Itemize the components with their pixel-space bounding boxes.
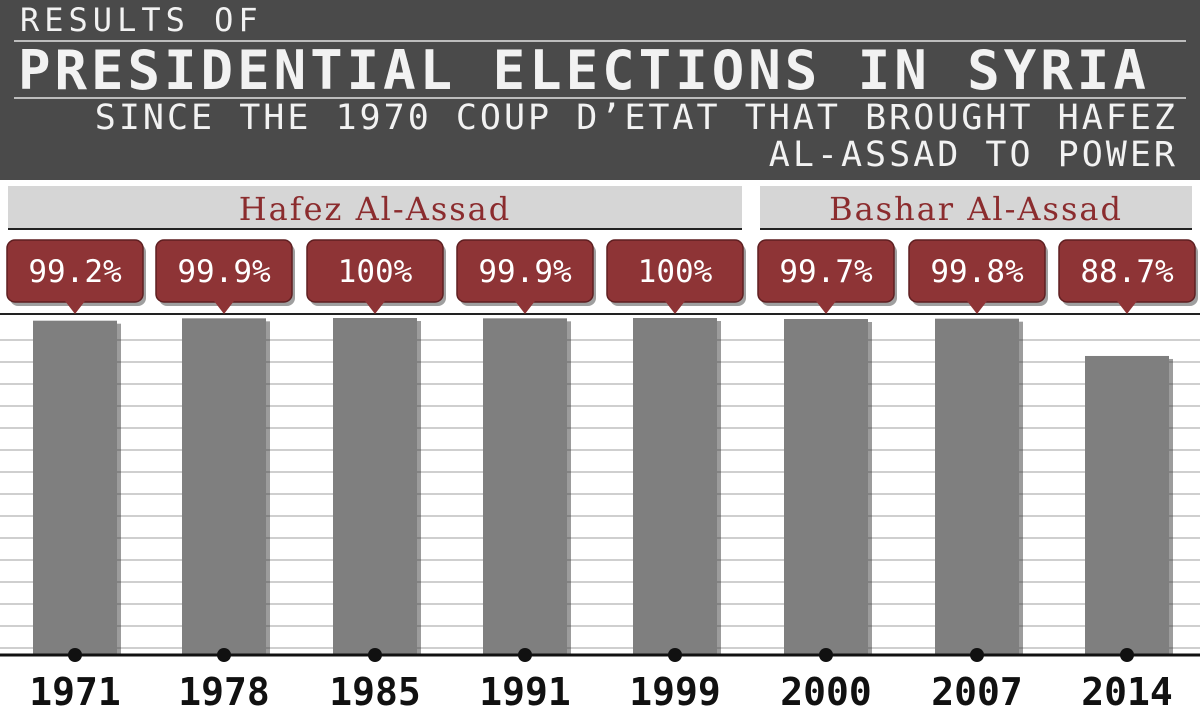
group-band xyxy=(8,186,742,228)
value-label: 100% xyxy=(638,254,713,290)
president-groups: Hafez Al-Assad Bashar Al-Assad xyxy=(8,186,1192,230)
x-tick-dot xyxy=(668,648,682,662)
badge-pointer xyxy=(967,301,987,314)
chart-subtitle-line-2: AL-ASSAD TO POWER xyxy=(768,135,1178,175)
chart-bars xyxy=(33,318,1173,654)
x-tick-label: 2000 xyxy=(780,670,872,714)
bar xyxy=(633,318,717,654)
value-label: 99.9% xyxy=(177,254,271,290)
chart-subtitle-line-1: SINCE THE 1970 COUP D’ETAT THAT BROUGHT … xyxy=(94,98,1178,138)
x-tick-dot xyxy=(368,648,382,662)
bar xyxy=(483,318,567,654)
bar xyxy=(784,319,868,654)
value-label: 99.7% xyxy=(779,254,873,290)
chart-header: RESULTS OF PRESIDENTIAL ELECTIONS IN SYR… xyxy=(0,0,1200,180)
bar xyxy=(33,320,117,654)
bar xyxy=(182,318,266,654)
x-tick-label: 1985 xyxy=(329,670,421,714)
badge-pointer xyxy=(1117,301,1137,314)
badge-pointer xyxy=(816,301,836,314)
value-label: 88.7% xyxy=(1080,254,1174,290)
x-axis: 1971 1978 1985 1991 1999 2000 2007 2014 xyxy=(0,648,1200,714)
chart-kicker: RESULTS OF xyxy=(20,1,263,39)
badge-pointer xyxy=(214,301,234,314)
badge-pointer xyxy=(65,301,85,314)
x-tick-dot xyxy=(970,648,984,662)
value-label: 99.2% xyxy=(28,254,122,290)
x-tick-dot xyxy=(518,648,532,662)
x-tick-label: 1999 xyxy=(629,670,721,714)
x-tick-dot xyxy=(68,648,82,662)
group-label: Hafez Al-Assad xyxy=(239,190,511,228)
bar xyxy=(1085,355,1169,654)
bar xyxy=(935,318,1019,654)
x-tick-dot xyxy=(1120,648,1134,662)
group-band xyxy=(760,186,1192,228)
group-label: Bashar Al-Assad xyxy=(829,190,1123,228)
x-tick-dot xyxy=(819,648,833,662)
header-rule-top xyxy=(14,40,1186,42)
badge-pointer xyxy=(365,301,385,314)
badge-pointer xyxy=(665,301,685,314)
x-tick-label: 1991 xyxy=(479,670,571,714)
x-tick-label: 2014 xyxy=(1081,670,1173,714)
badge-pointer xyxy=(515,301,535,314)
chart-title: PRESIDENTIAL ELECTIONS IN SYRIA xyxy=(18,39,1150,102)
header-rule-bottom xyxy=(14,97,1186,99)
x-tick-dot xyxy=(217,648,231,662)
x-tick-label: 2007 xyxy=(931,670,1023,714)
bar xyxy=(333,318,417,654)
value-label: 99.8% xyxy=(930,254,1024,290)
x-tick-label: 1971 xyxy=(29,670,121,714)
value-label: 99.9% xyxy=(478,254,572,290)
value-badges: 99.2% 99.9% 100% 99.9% 100% 99.7% 99.8% 88.7% xyxy=(6,239,1198,314)
x-tick-label: 1978 xyxy=(178,670,270,714)
value-label: 100% xyxy=(338,254,413,290)
